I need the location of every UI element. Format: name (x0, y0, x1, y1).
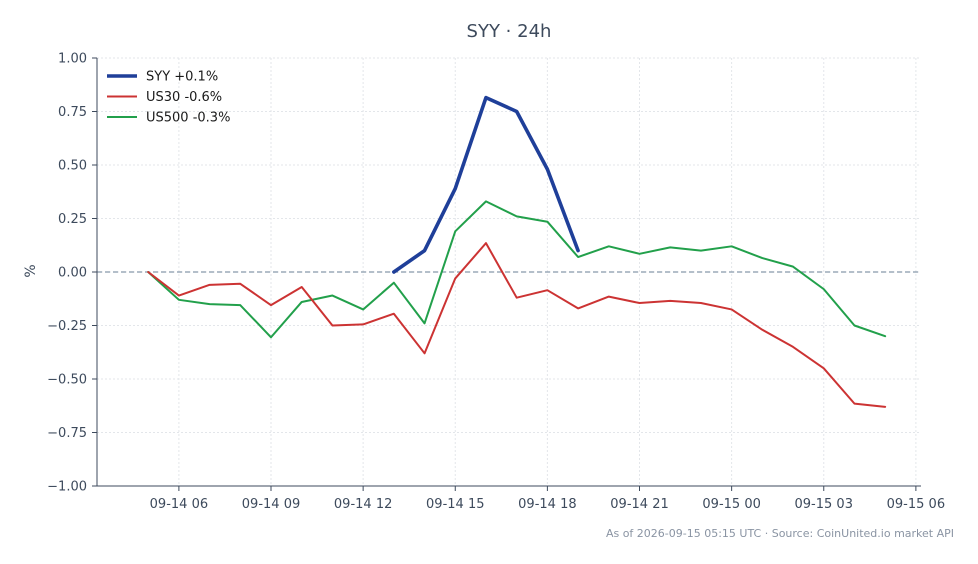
x-tick-label: 09-14 09 (242, 497, 300, 512)
series-line-2 (147, 200, 887, 339)
series-line-1 (147, 242, 887, 408)
x-tick-label: 09-14 12 (334, 497, 392, 512)
y-axis-label: % (23, 264, 39, 277)
y-ticks: 1.00 0.75 0.50 0.25 0.00 −0.25 −0.50 −0.75 −1.00 (47, 52, 97, 495)
x-tick-label: 09-14 15 (426, 497, 484, 512)
legend: SYY +0.1% US30 -0.6% US500 -0.3% (107, 70, 230, 126)
y-tick-label: −0.25 (47, 319, 87, 334)
y-tick-label: −0.50 (47, 373, 87, 388)
x-tick-label: 09-14 18 (518, 497, 576, 512)
source-footer: As of 2026-09-15 05:15 UTC · Source: Coi… (606, 527, 954, 540)
x-ticks: 09-14 06 09-14 09 09-14 12 09-14 15 09-14 18… (150, 486, 945, 512)
x-tick-label: 09-14 21 (610, 497, 668, 512)
chart-title: SYY · 24h (467, 21, 552, 42)
x-tick-label: 09-15 03 (795, 497, 853, 512)
legend-label: US30 -0.6% (146, 90, 222, 105)
y-tick-label: 0.00 (58, 266, 87, 281)
x-tick-label: 09-15 00 (702, 497, 760, 512)
y-tick-label: 0.75 (58, 105, 87, 120)
y-tick-label: −0.75 (47, 426, 87, 441)
x-tick-label: 09-14 06 (150, 497, 208, 512)
series-lines (147, 95, 887, 408)
y-tick-label: 1.00 (58, 52, 87, 67)
series-line-0 (392, 95, 580, 274)
legend-label: US500 -0.3% (146, 111, 230, 126)
y-tick-label: −1.00 (47, 480, 87, 495)
y-tick-label: 0.50 (58, 159, 87, 174)
x-tick-label: 09-15 06 (887, 497, 945, 512)
legend-label: SYY +0.1% (146, 70, 218, 85)
y-tick-label: 0.25 (58, 212, 87, 227)
